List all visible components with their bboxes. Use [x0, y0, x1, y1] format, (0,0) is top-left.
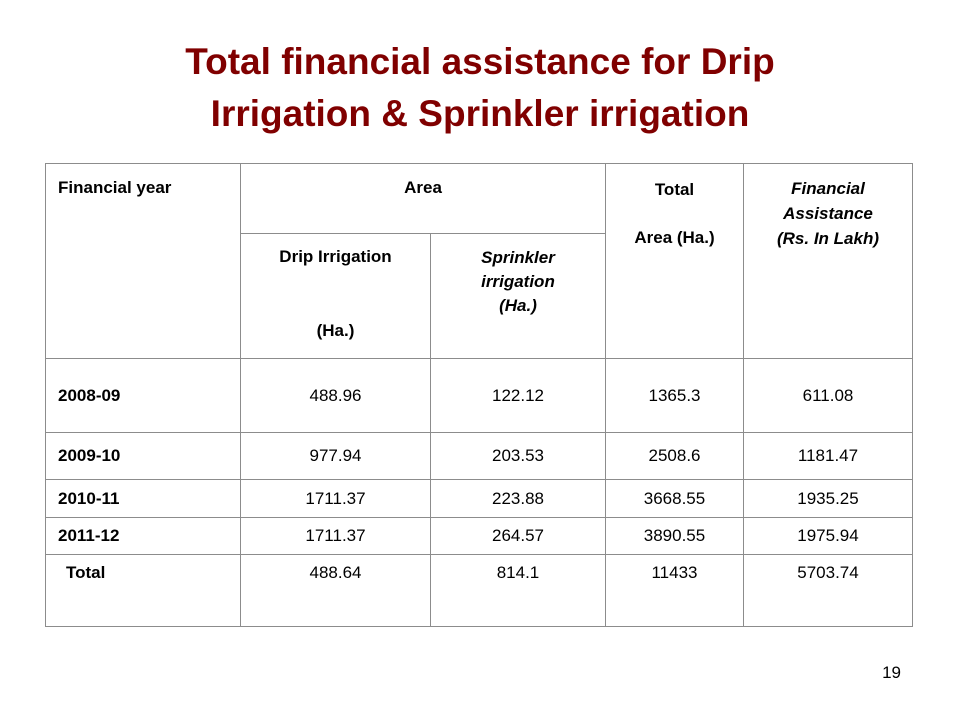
header-sprinkler-line-3: (Ha.): [499, 296, 537, 315]
assistance-cell: 611.08: [743, 358, 913, 433]
sprinkler-cell: 264.57: [430, 517, 606, 555]
header-fin-line-2: Assistance: [783, 204, 873, 223]
slide-title-line-2: Irrigation & Sprinkler irrigation: [210, 93, 750, 134]
table-row: 2008-09 488.96 122.12 1365.3 611.08: [45, 358, 913, 433]
header-row-1: Financial year Area Total Area (Ha.) Fin…: [45, 163, 913, 359]
total-area-cell: 11433: [605, 554, 744, 627]
header-drip-line-2: (Ha.): [316, 321, 355, 340]
drip-cell: 977.94: [240, 432, 431, 480]
year-cell: 2011-12: [45, 517, 241, 555]
slide-title-line-1: Total financial assistance for Drip: [185, 41, 775, 82]
slide-title: Total financial assistance for Drip Irri…: [40, 36, 920, 140]
assistance-cell: 1935.25: [743, 479, 913, 518]
header-row-2: Drip Irrigation (Ha.) Sprinkler irrigati…: [46, 233, 913, 359]
year-cell: 2009-10: [45, 432, 241, 480]
assistance-cell: 1181.47: [743, 432, 913, 480]
header-sprinkler-line-2: irrigation: [481, 272, 555, 291]
total-area-cell: 3668.55: [605, 479, 744, 518]
drip-cell: 488.64: [240, 554, 431, 627]
header-sprinkler-line-1: Sprinkler: [481, 248, 555, 267]
year-cell: Total: [45, 554, 241, 627]
assistance-cell: 1975.94: [743, 517, 913, 555]
assistance-table: Financial year Area Total Area (Ha.) Fin…: [45, 163, 913, 627]
drip-cell: 1711.37: [240, 517, 431, 555]
header-total-area: Total Area (Ha.): [605, 163, 744, 359]
table-row: 2010-11 1711.37 223.88 3668.55 1935.25: [45, 479, 913, 518]
total-area-cell: 2508.6: [605, 432, 744, 480]
table-row-total: Total 488.64 814.1 11433 5703.74: [45, 554, 913, 627]
header-total-line-1: Total: [654, 180, 695, 199]
year-cell: 2008-09: [45, 358, 241, 433]
header-fin-line-1: Financial: [791, 179, 865, 198]
table-row: 2009-10 977.94 203.53 2508.6 1181.47: [45, 432, 913, 480]
sprinkler-cell: 203.53: [430, 432, 606, 480]
header-fin-line-3: (Rs. In Lakh): [776, 229, 879, 248]
year-cell: 2010-11: [45, 479, 241, 518]
page-number: 19: [882, 663, 901, 682]
total-area-cell: 3890.55: [605, 517, 744, 555]
total-area-cell: 1365.3: [605, 358, 744, 433]
header-financial-assistance: Financial Assistance (Rs. In Lakh): [743, 163, 913, 359]
header-drip-line-1: Drip Irrigation: [279, 247, 392, 266]
drip-cell: 1711.37: [240, 479, 431, 518]
table-row: 2011-12 1711.37 264.57 3890.55 1975.94: [45, 517, 913, 555]
header-total-line-2: Area (Ha.): [634, 228, 715, 247]
sprinkler-cell: 223.88: [430, 479, 606, 518]
header-sprinkler-irrigation: Sprinkler irrigation (Ha.): [430, 233, 606, 359]
drip-cell: 488.96: [240, 358, 431, 433]
sprinkler-cell: 814.1: [430, 554, 606, 627]
header-area: Area: [240, 163, 606, 234]
header-drip-irrigation: Drip Irrigation (Ha.): [240, 233, 431, 359]
header-financial-year: Financial year: [45, 163, 241, 359]
sprinkler-cell: 122.12: [430, 358, 606, 433]
assistance-cell: 5703.74: [743, 554, 913, 627]
